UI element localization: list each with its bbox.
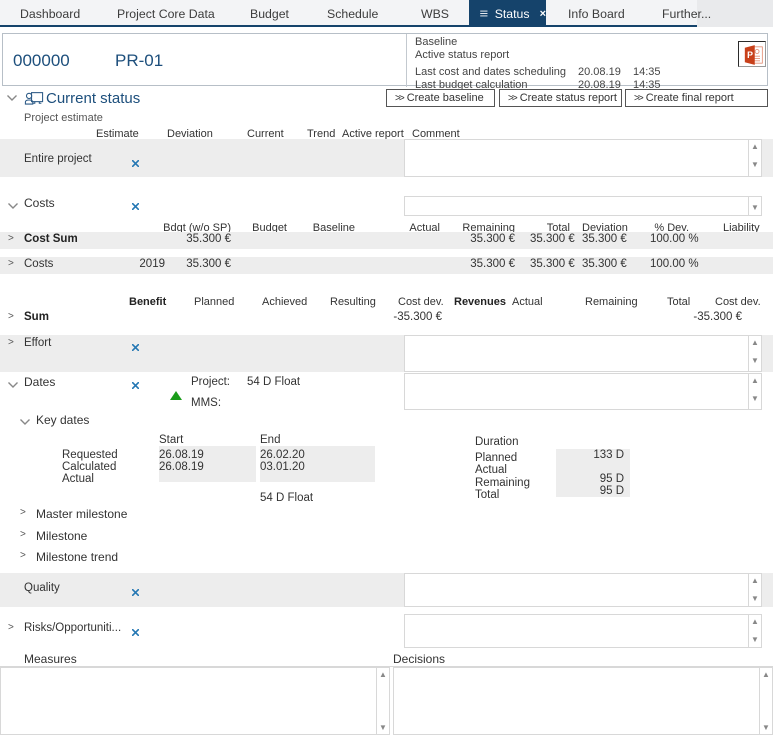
svg-text:P: P — [747, 50, 753, 60]
